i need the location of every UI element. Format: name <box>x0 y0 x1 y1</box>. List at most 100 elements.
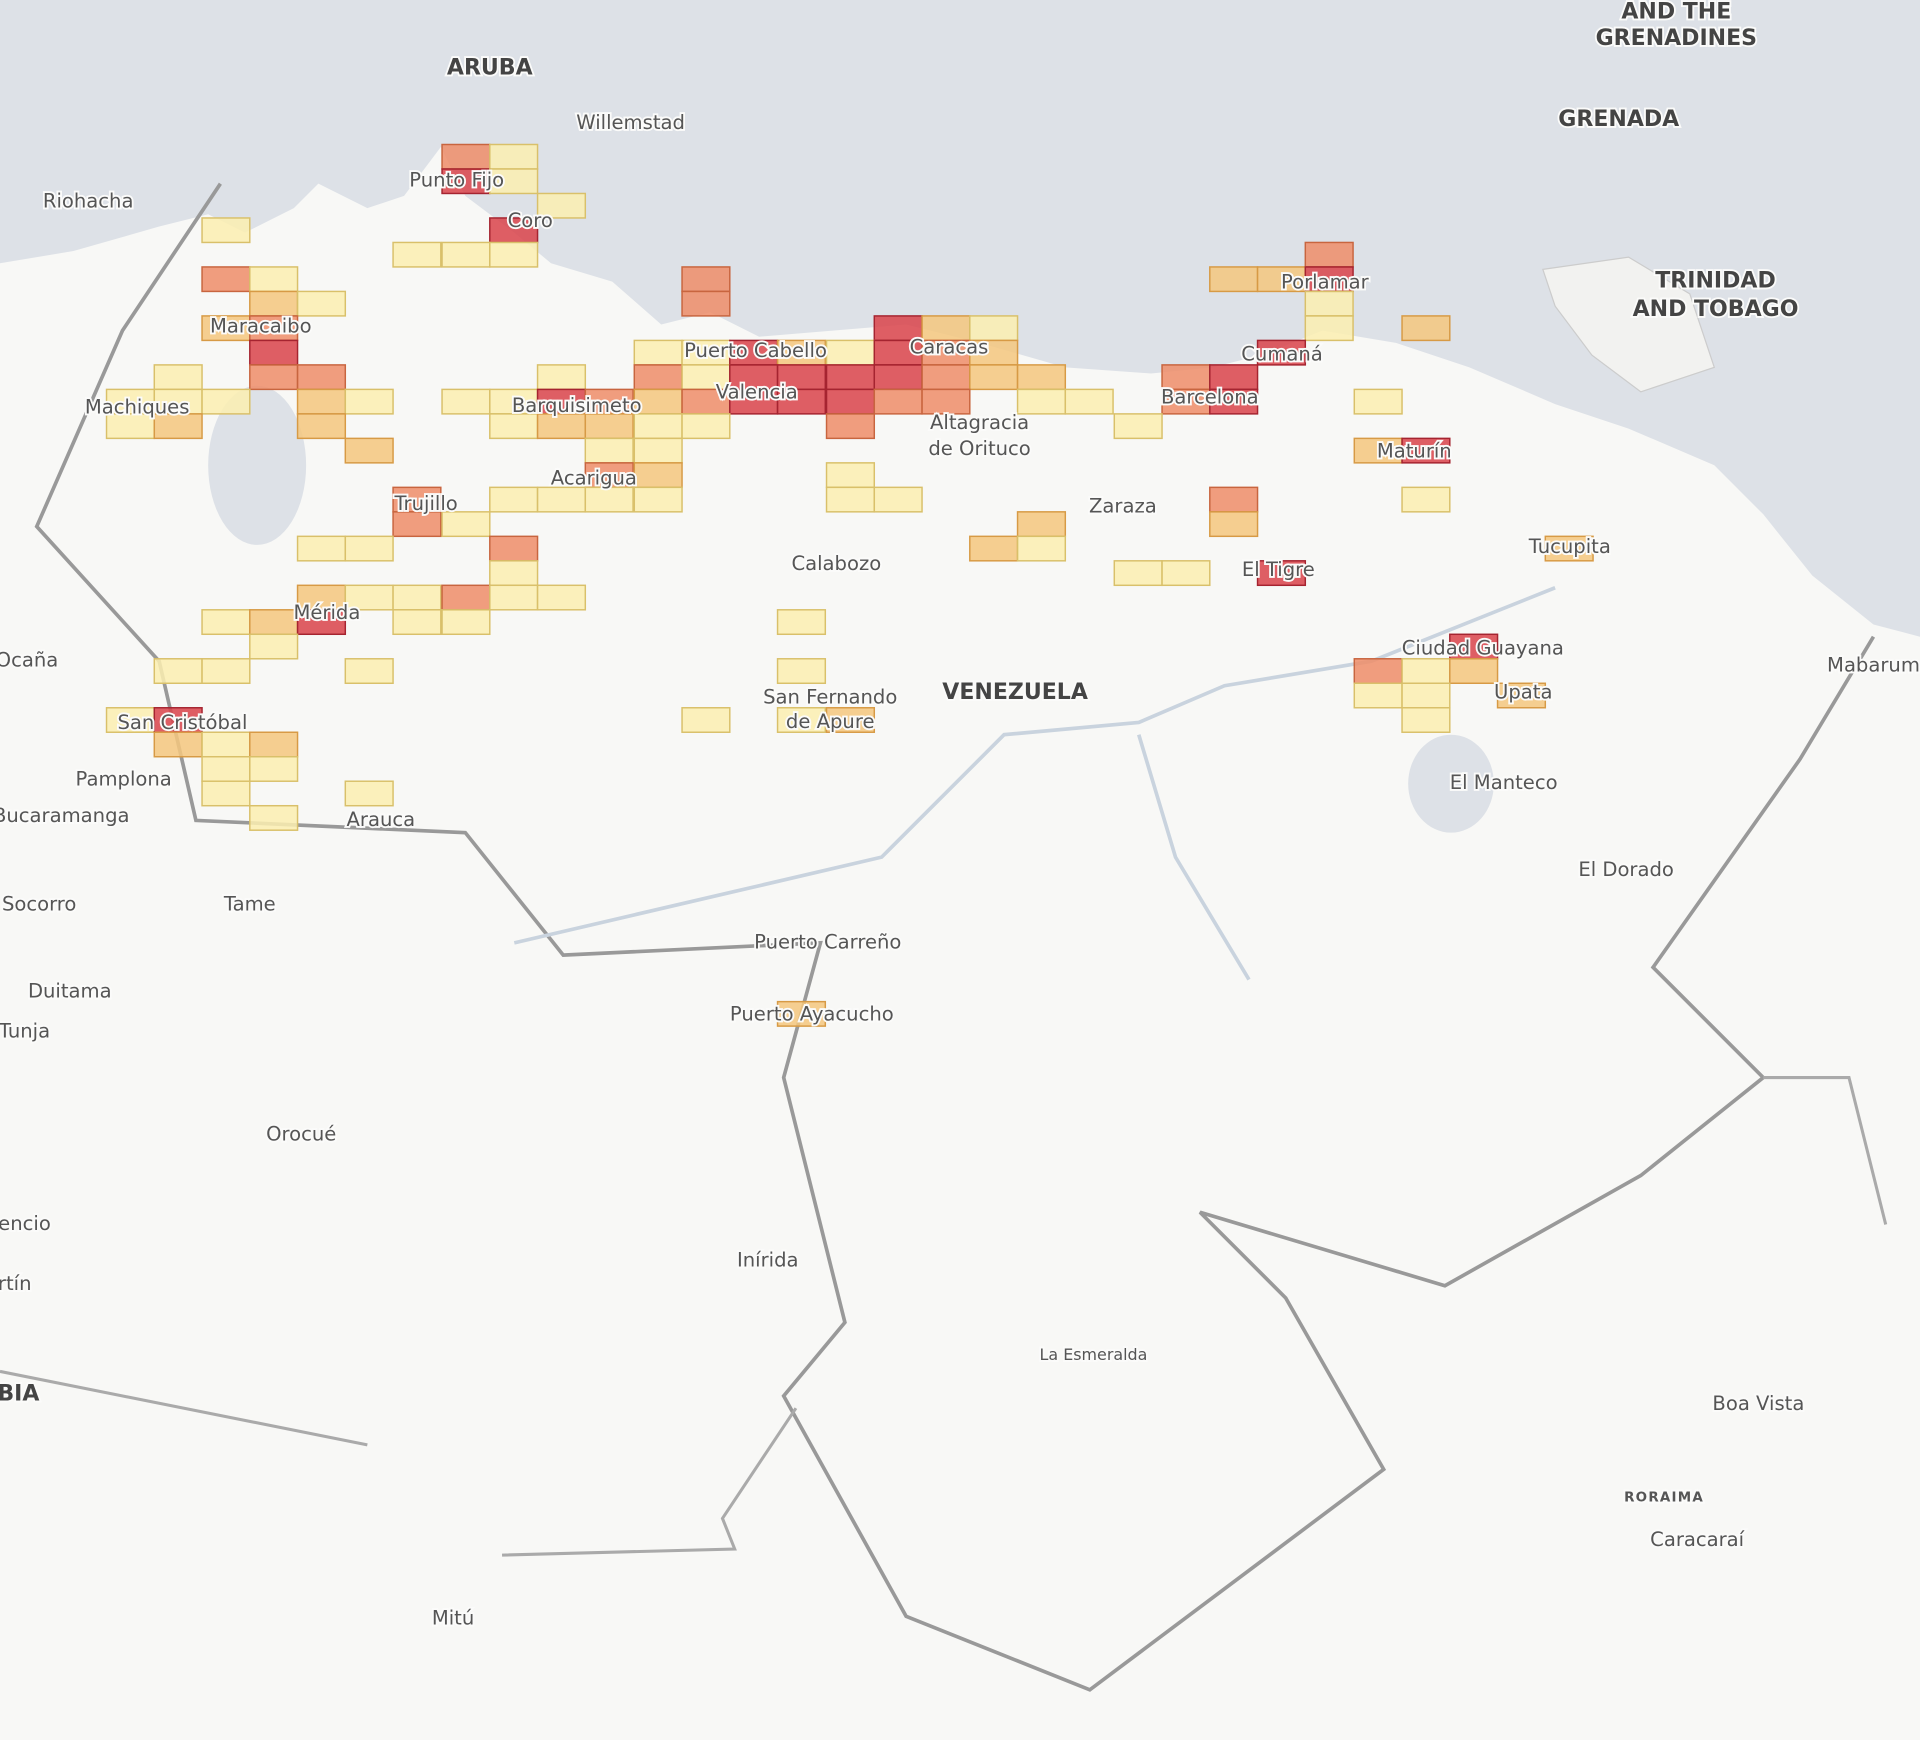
heat-cell <box>344 535 394 562</box>
heat-cell <box>201 266 251 293</box>
heat-cell <box>825 486 876 513</box>
heat-cell <box>249 364 299 391</box>
heat-cell <box>681 290 731 317</box>
heat-cell <box>1449 658 1499 684</box>
heat-cell <box>249 609 299 636</box>
heat-cell <box>633 339 683 366</box>
heat-cell <box>1304 315 1354 342</box>
heat-cell <box>1209 388 1259 415</box>
place-label: La Esmeralda <box>1040 1345 1148 1364</box>
heat-cell <box>344 437 394 464</box>
place-label: Duitama <box>28 979 112 1002</box>
heat-cell <box>776 609 827 636</box>
heat-cell <box>1016 535 1067 562</box>
heat-cell <box>1209 266 1259 293</box>
heat-cell <box>105 707 156 733</box>
heat-cell <box>489 143 539 170</box>
place-label: Coro <box>508 209 553 232</box>
heat-cell <box>1401 315 1451 342</box>
place-label: Inírida <box>737 1249 799 1272</box>
place-label: Riohacha <box>43 190 134 213</box>
heat-cell <box>489 486 539 513</box>
heat-cell <box>392 241 442 268</box>
place-label: Valencia <box>716 381 798 404</box>
heat-cell <box>776 1000 827 1027</box>
heat-cell <box>249 266 299 293</box>
heat-cell <box>201 315 251 342</box>
place-label: Cumaná <box>1241 343 1323 366</box>
heat-cell <box>489 560 539 587</box>
heat-cell <box>1304 290 1354 317</box>
place-label: Calabozo <box>791 552 881 575</box>
heat-cell <box>296 413 347 440</box>
heat-cells <box>105 143 1594 1027</box>
heat-cell <box>1544 535 1594 562</box>
heat-cell <box>441 584 491 611</box>
heat-cell <box>105 388 156 415</box>
heat-cell <box>153 413 203 440</box>
heat-cell <box>1353 437 1403 464</box>
heat-cell <box>105 413 156 440</box>
place-label: Mérida <box>294 601 361 624</box>
place-label: rtín <box>0 1272 31 1295</box>
heat-cell <box>441 143 491 170</box>
heat-cell <box>249 633 299 660</box>
place-label: Barcelona <box>1161 385 1259 408</box>
heat-cell <box>633 462 683 489</box>
heat-cell <box>825 388 876 415</box>
heat-cell <box>1256 339 1307 366</box>
heat-cell <box>1209 486 1259 513</box>
place-label: El Dorado <box>1578 858 1674 881</box>
heat-cell <box>1209 511 1259 538</box>
heat-cell <box>825 413 876 440</box>
heat-cell <box>201 388 251 415</box>
place-label: Orocué <box>266 1123 336 1146</box>
heat-cell <box>825 462 876 489</box>
place-label: Puerto Ayacucho <box>730 1003 894 1026</box>
heat-cell <box>201 780 251 807</box>
heat-cell <box>584 437 634 464</box>
heat-cell <box>1113 560 1163 587</box>
heat-cell <box>873 486 923 513</box>
heat-cell <box>1304 266 1354 293</box>
heat-cell <box>441 388 491 415</box>
heat-cell <box>873 364 923 391</box>
heat-cell <box>296 584 347 611</box>
heat-cell <box>729 364 779 391</box>
heat-cell <box>296 364 347 391</box>
heat-cell <box>489 584 539 611</box>
heat-cell <box>681 339 731 366</box>
place-label: Zaraza <box>1089 494 1157 517</box>
place-label: Maracaibo <box>210 314 312 337</box>
heat-cell <box>1449 633 1499 660</box>
trinidad <box>1542 256 1716 393</box>
heat-cell <box>153 707 203 733</box>
heat-cell <box>249 756 299 782</box>
heat-cell <box>296 290 347 317</box>
heat-cell <box>776 388 827 415</box>
heat-cell <box>681 266 731 293</box>
place-label: Upata <box>1494 681 1552 704</box>
heat-cell <box>584 413 634 440</box>
heat-cell <box>1161 388 1211 415</box>
heat-cell <box>249 290 299 317</box>
heat-cell <box>441 609 491 636</box>
heat-cell <box>873 339 923 366</box>
heat-cell <box>776 707 827 733</box>
heat-cell <box>969 535 1019 562</box>
heat-cell <box>1496 682 1547 709</box>
heat-cell <box>969 364 1019 391</box>
heat-cell <box>681 388 731 415</box>
place-label: Punto Fijo <box>409 169 504 192</box>
heat-cell <box>536 584 587 611</box>
heat-cell <box>1304 241 1354 268</box>
heat-cell <box>536 192 587 219</box>
heat-cell <box>489 413 539 440</box>
heat-cell <box>633 364 683 391</box>
heat-cell <box>249 804 299 831</box>
heat-cell <box>249 339 299 366</box>
place-label: de Apure <box>786 710 875 733</box>
heat-cell <box>153 364 203 391</box>
